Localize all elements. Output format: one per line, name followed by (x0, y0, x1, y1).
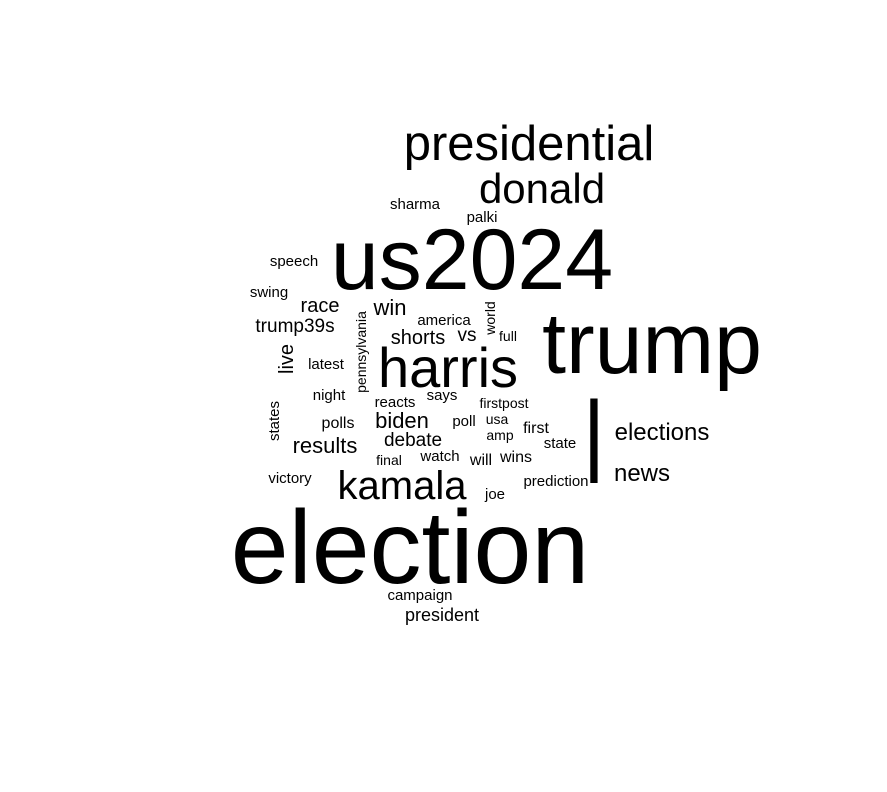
word-final: final (376, 452, 402, 468)
word-us2024: us2024 (331, 212, 613, 308)
word-harris: harris (378, 336, 518, 399)
word-win: win (372, 295, 406, 320)
word-poll: poll (452, 413, 475, 430)
word-live: live (276, 344, 298, 374)
word-race: race (301, 295, 340, 317)
word-watch: watch (419, 448, 459, 465)
word-america: america (417, 312, 471, 329)
word-says: says (427, 387, 458, 404)
word-trump: trump (542, 296, 762, 392)
word-victory: victory (268, 470, 312, 487)
word-sharma: sharma (390, 196, 441, 213)
word-results: results (293, 433, 358, 458)
word-reacts: reacts (375, 394, 416, 411)
word-state: state (544, 435, 577, 452)
word-pipe: | (582, 384, 605, 484)
word-prediction: prediction (523, 473, 588, 490)
word-night: night (313, 387, 346, 404)
word-firstpost: firstpost (479, 395, 528, 411)
word-wins: wins (499, 449, 532, 466)
word-world: world (482, 301, 498, 335)
word-campaign: campaign (387, 587, 452, 604)
word-palki: palki (467, 209, 498, 226)
word-election: election (231, 490, 589, 606)
word-usa: usa (486, 411, 509, 427)
word-news: news (614, 460, 670, 487)
word-presidential: presidential (404, 117, 655, 171)
word-polls: polls (322, 415, 355, 432)
word-president: president (405, 605, 479, 625)
word-shorts: shorts (391, 327, 445, 349)
word-pennsylvania: pennsylvania (353, 311, 369, 393)
word-kamala: kamala (338, 464, 468, 508)
word-will: will (469, 452, 492, 469)
word-vs: vs (458, 325, 477, 346)
word-donald: donald (479, 165, 605, 212)
word-full: full (499, 328, 517, 344)
word-latest: latest (308, 356, 345, 373)
word-elections: elections (615, 419, 710, 446)
word-joe: joe (484, 486, 505, 503)
word-amp: amp (486, 427, 513, 443)
word-debate: debate (384, 430, 442, 451)
word-states: states (266, 401, 283, 441)
word-swing: swing (250, 284, 288, 301)
word-biden: biden (375, 408, 429, 433)
word-speech: speech (270, 253, 318, 270)
word-first: first (523, 420, 549, 437)
word-trump39s: trump39s (255, 316, 334, 337)
